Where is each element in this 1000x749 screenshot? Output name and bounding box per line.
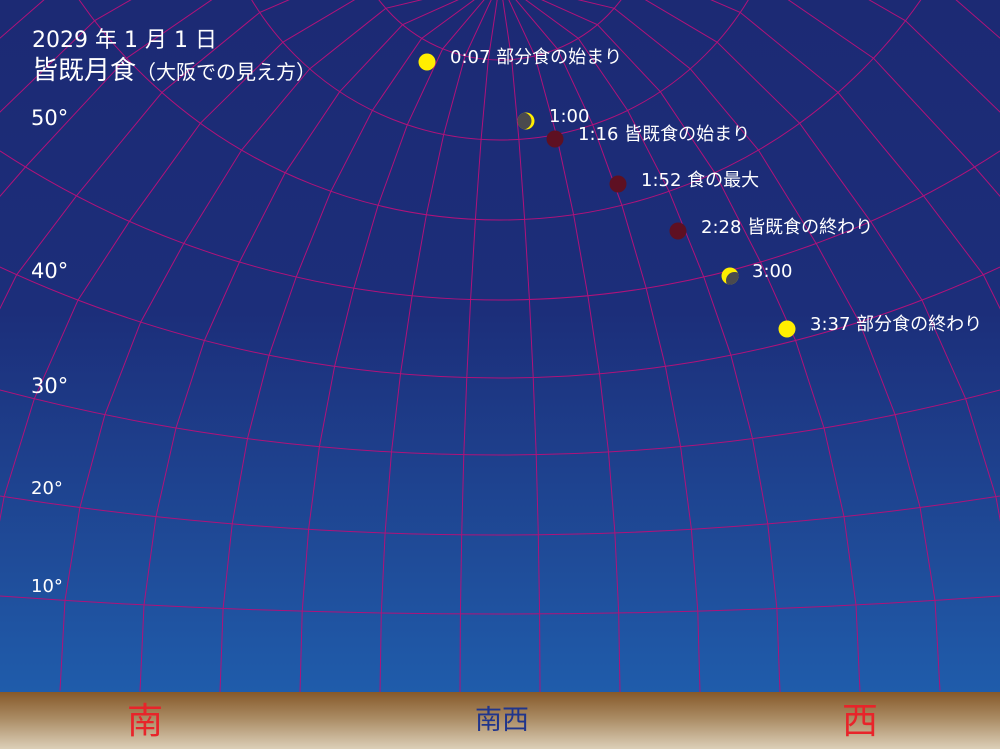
event-label: 0:07 部分食の始まり bbox=[450, 47, 623, 68]
title-date: 2029 年 1 月 1 日 bbox=[32, 28, 217, 53]
altitude-circle-50 bbox=[0, 150, 1000, 301]
azimuth-line-200 bbox=[299, 0, 485, 692]
altitude-circle-80 bbox=[378, 0, 622, 61]
altitude-label-20: 20° bbox=[31, 478, 63, 499]
altitude-circle-40 bbox=[0, 266, 1000, 379]
altitude-label-50: 50° bbox=[31, 106, 69, 130]
event-label: 2:28 皆既食の終わり bbox=[701, 217, 874, 238]
azimuth-line-210 bbox=[379, 0, 492, 692]
direction-south: 南 bbox=[126, 701, 164, 742]
moon-total bbox=[546, 130, 564, 148]
moon-total bbox=[669, 222, 687, 240]
moon-partial-thin bbox=[517, 112, 535, 130]
moon-total bbox=[609, 175, 627, 193]
moon-full bbox=[418, 53, 436, 71]
azimuth-line-180 bbox=[139, 0, 459, 692]
sky-background bbox=[0, 0, 1000, 692]
title-main: 皆既月食（大阪での見え方） bbox=[32, 58, 316, 84]
altitude-circle-70 bbox=[251, 0, 749, 141]
event-label: 1:52 食の最大 bbox=[641, 170, 760, 191]
event-label: 3:00 bbox=[752, 261, 793, 282]
event-label: 3:37 部分食の終わり bbox=[810, 314, 983, 335]
azimuth-line-160 bbox=[0, 0, 356, 522]
azimuth-line-170 bbox=[59, 0, 423, 691]
moon-partial-half bbox=[721, 267, 739, 285]
azimuth-line-260 bbox=[525, 0, 781, 692]
direction-southwest: 南西 bbox=[475, 705, 529, 736]
azimuth-line-300 bbox=[710, 0, 1000, 310]
direction-west: 西 bbox=[841, 701, 879, 742]
azimuth-line-250 bbox=[515, 0, 701, 692]
event-label: 1:16 皆既食の始まり bbox=[578, 124, 751, 145]
azimuth-line-280 bbox=[577, 0, 941, 691]
altitude-circle-60 bbox=[78, 0, 922, 221]
event-label: 1:00 bbox=[549, 106, 590, 127]
moon-positions bbox=[418, 53, 796, 338]
azimuth-line-290 bbox=[644, 0, 1000, 522]
azimuth-line-150 bbox=[0, 0, 290, 310]
title-location: （大阪での見え方） bbox=[136, 60, 317, 84]
azimuth-line-270 bbox=[541, 0, 861, 692]
azimuth-line-220 bbox=[459, 0, 498, 692]
altitude-label-30: 30° bbox=[31, 374, 69, 398]
azimuth-line-190 bbox=[219, 0, 475, 692]
azimuth-line-230 bbox=[502, 0, 541, 692]
altitude-label-10: 10° bbox=[31, 576, 63, 597]
altitude-label-40: 40° bbox=[31, 259, 69, 283]
ground: 南 南西 西 bbox=[0, 692, 1000, 749]
moon-full bbox=[778, 320, 796, 338]
azimuth-line-240 bbox=[508, 0, 621, 692]
alt-az-grid bbox=[0, 0, 1000, 692]
title-eclipse: 皆既月食 bbox=[32, 56, 137, 86]
